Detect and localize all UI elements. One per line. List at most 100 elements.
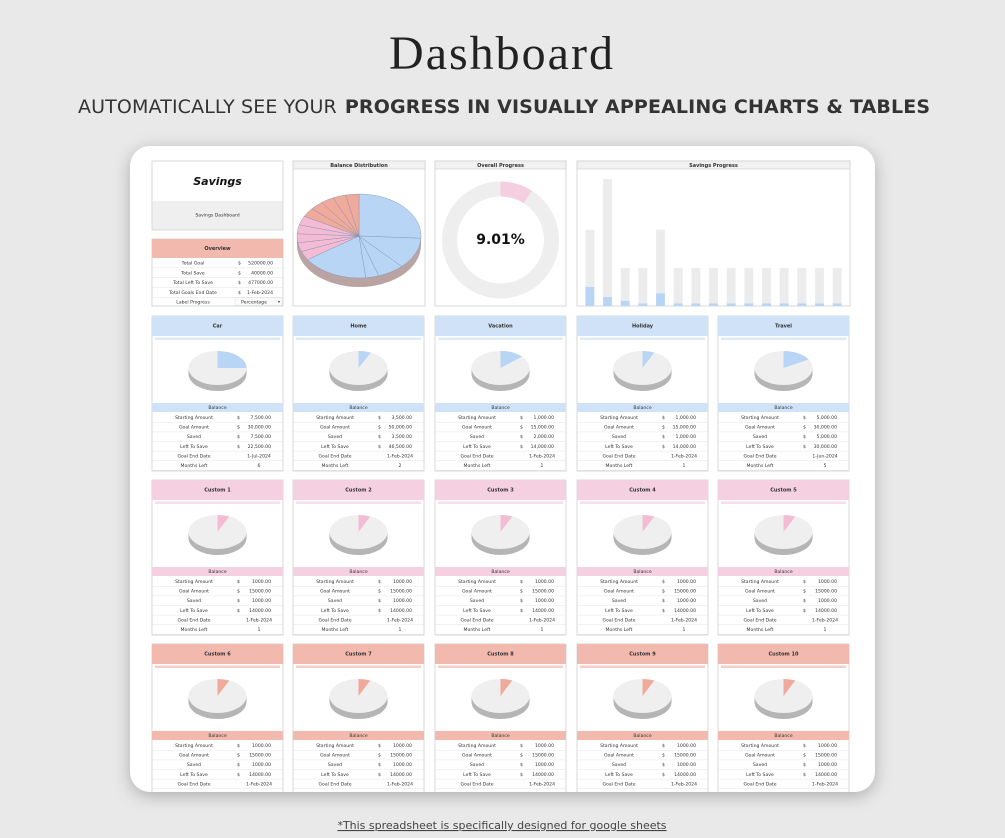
field-label: Left To Save <box>180 772 208 778</box>
field-value: 15000.00 <box>815 753 837 759</box>
field-value: 14000.00 <box>390 608 412 614</box>
dropdown[interactable] <box>234 297 283 306</box>
footer-note: *This spreadsheet is specifically design… <box>337 819 666 832</box>
field-value: 1,000.00 <box>534 415 555 421</box>
field-label: Left To Save <box>605 608 633 614</box>
field-value: 22,500.00 <box>248 444 271 450</box>
currency: $ <box>803 608 806 614</box>
field-label: Left To Save <box>605 772 633 778</box>
currency: $ <box>803 762 806 768</box>
field-label: Goal End Date <box>743 781 776 787</box>
balance-row <box>718 731 849 740</box>
balance-row <box>435 403 566 412</box>
card-header <box>435 644 566 664</box>
field-label: Months Left <box>464 627 491 633</box>
field-label: Goal Amount <box>745 753 775 759</box>
box <box>576 479 709 636</box>
currency: $ <box>803 743 806 749</box>
saved-bar <box>779 303 789 306</box>
box <box>717 479 850 636</box>
currency: $ <box>803 415 806 421</box>
currency: $ <box>662 772 665 778</box>
card-title: Holiday <box>632 324 654 330</box>
field-label: Goal End Date <box>177 781 210 787</box>
content: Savings Savings Dashboard Overview Total Go… <box>151 160 851 792</box>
field-label: Months Left <box>747 627 774 633</box>
field-value: 1000.00 <box>393 762 412 768</box>
card-bar <box>155 665 280 668</box>
field-label: Left To Save <box>746 444 774 450</box>
currency: $ <box>237 753 240 759</box>
card-title: Custom 5 <box>770 488 797 494</box>
field-value: 7,500.00 <box>251 434 272 440</box>
card-bar <box>438 665 563 668</box>
field-value: 1000.00 <box>677 762 696 768</box>
overview-value: 1-Feb-2024 <box>247 290 273 296</box>
field-value: 15000.00 <box>390 589 412 595</box>
field-label: Goal Amount <box>462 425 492 431</box>
overview-title: Overview <box>204 246 231 252</box>
field-value: 3,500.00 <box>392 415 413 421</box>
currency: $ <box>237 579 240 585</box>
field-value: 1-Feb-2024 <box>671 617 697 623</box>
currency: $ <box>803 444 806 450</box>
currency: $ <box>662 444 665 450</box>
field-label: Saved <box>328 762 342 768</box>
field-value: 14000.00 <box>249 772 271 778</box>
saved-bar <box>832 303 842 306</box>
goal-bar <box>709 267 718 306</box>
field-value: 14000.00 <box>815 772 837 778</box>
field-label: Saved <box>753 598 767 604</box>
field-value: 1000.00 <box>535 598 554 604</box>
field-label: Left To Save <box>180 608 208 614</box>
goal-bar <box>603 179 612 306</box>
field-value: 15000.00 <box>674 753 696 759</box>
field-label: Starting Amount <box>316 743 354 749</box>
card-title: Custom 7 <box>345 652 372 658</box>
card-bar <box>580 501 705 504</box>
goal-bar <box>638 267 648 306</box>
box <box>292 315 425 472</box>
field-label: Left To Save <box>746 608 774 614</box>
currency: $ <box>520 444 523 450</box>
field-label: Months Left <box>322 463 349 469</box>
card-title: Custom 2 <box>345 488 372 494</box>
currency: $ <box>378 444 381 450</box>
card-slice <box>217 351 247 368</box>
saved-bar <box>762 303 771 306</box>
goal-bar <box>656 229 665 306</box>
balance-label: Balance <box>633 733 651 739</box>
card-title: Car <box>213 324 223 330</box>
saved-bar <box>815 303 824 306</box>
card-header <box>577 316 708 336</box>
saved-bar <box>726 303 736 306</box>
balance-row <box>152 731 283 740</box>
overview-label: Total Save <box>180 270 205 276</box>
currency: $ <box>378 743 381 749</box>
field-value: 1-Feb-2024 <box>671 781 697 787</box>
balance-row <box>152 403 283 412</box>
overview-value: 520000.00 <box>248 261 273 267</box>
balance-label: Balance <box>774 405 792 411</box>
field-value: 50,000.00 <box>389 425 412 431</box>
card-slice <box>783 679 796 696</box>
currency: $ <box>803 598 806 604</box>
currency: $ <box>520 608 523 614</box>
field-value: 1 <box>683 463 686 469</box>
card-header <box>293 480 424 500</box>
balance-row <box>435 567 566 576</box>
field-label: Goal End Date <box>460 781 493 787</box>
field-label: Saved <box>612 762 626 768</box>
field-value: 15000.00 <box>674 589 696 595</box>
card-slice <box>358 351 371 368</box>
field-value: 1-Feb-2024 <box>529 453 555 459</box>
overview-value: 477000.00 <box>248 280 273 286</box>
card-slice <box>642 351 655 368</box>
field-value: 1000.00 <box>393 743 412 749</box>
field-label: Months Left <box>181 627 208 633</box>
field-label: Months Left <box>322 627 349 633</box>
field-value: 1-Feb-2024 <box>387 781 413 787</box>
currency: $ <box>237 589 240 595</box>
goal-bar <box>779 267 789 306</box>
